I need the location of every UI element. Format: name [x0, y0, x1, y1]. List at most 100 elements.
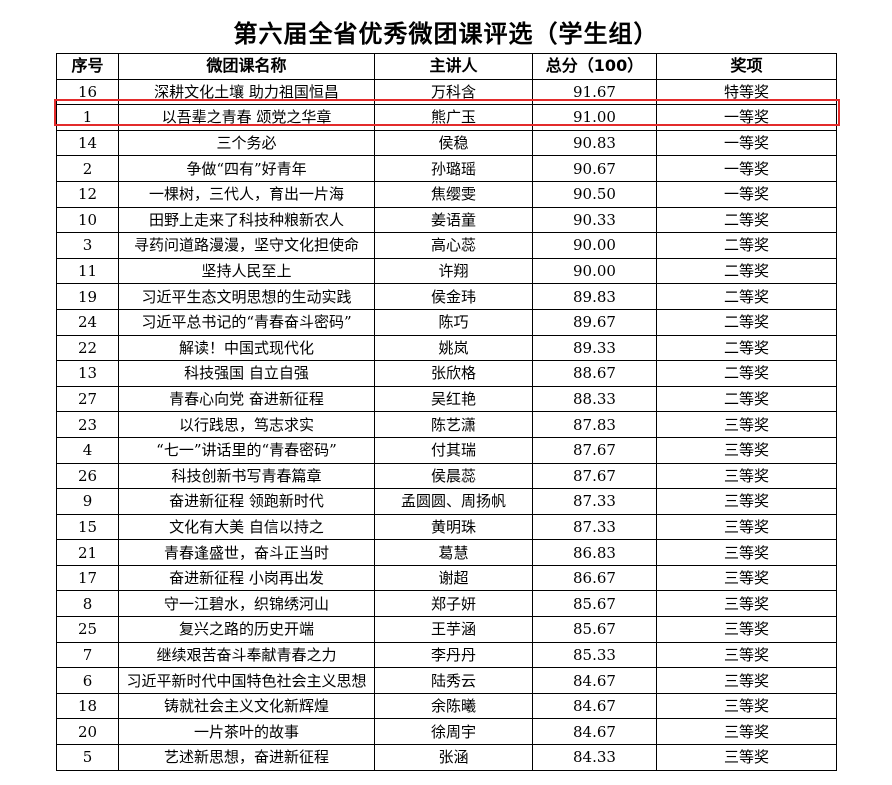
row-serial-number: 22 — [56, 334, 119, 362]
table-row: 15 文化有大美 自信以持之 黄明珠 87.33 三等奖 — [56, 513, 837, 541]
row-total-score: 84.33 — [532, 744, 657, 771]
row-award: 一等奖 — [656, 180, 837, 208]
table-row: 17 奋进新征程 小岗再出发 谢超 86.67 三等奖 — [56, 564, 837, 592]
header-serial-number: 序号 — [56, 53, 119, 80]
row-course-title: 继续艰苦奋斗奉献青春之力 — [118, 641, 375, 669]
row-total-score: 90.33 — [532, 206, 657, 234]
row-serial-number: 26 — [56, 462, 119, 490]
row-course-title: 习近平新时代中国特色社会主义思想 — [118, 667, 375, 694]
row-course-title: 争做“四有”好青年 — [118, 155, 375, 182]
row-serial-number: 14 — [56, 129, 119, 157]
row-total-score: 90.83 — [532, 129, 657, 157]
row-award: 三等奖 — [656, 462, 837, 490]
table-row: 25 复兴之路的历史开端 王芋涵 85.67 三等奖 — [56, 616, 837, 643]
row-award: 一等奖 — [656, 129, 837, 157]
row-course-title: 解读！中国式现代化 — [118, 334, 375, 362]
header-speaker: 主讲人 — [374, 53, 533, 80]
table-row: 10 田野上走来了科技种粮新农人 姜语童 90.33 二等奖 — [56, 206, 837, 234]
table-row: 22 解读！中国式现代化 姚岚 89.33 二等奖 — [56, 334, 837, 362]
row-award: 三等奖 — [656, 616, 837, 643]
row-total-score: 89.83 — [532, 283, 657, 310]
row-total-score: 85.67 — [532, 590, 657, 618]
row-serial-number: 9 — [56, 488, 119, 515]
row-course-title: 坚持人民至上 — [118, 257, 375, 285]
table-row: 6 习近平新时代中国特色社会主义思想 陆秀云 84.67 三等奖 — [56, 667, 837, 694]
table-row: 3 寻药问道路漫漫，坚守文化担使命 高心蕊 90.00 二等奖 — [56, 232, 837, 259]
row-speaker: 陈艺潇 — [374, 411, 533, 438]
row-serial-number: 25 — [56, 616, 119, 643]
row-total-score: 87.83 — [532, 411, 657, 438]
row-total-score: 86.67 — [532, 564, 657, 592]
row-serial-number: 24 — [56, 308, 119, 336]
row-serial-number: 20 — [56, 718, 119, 746]
row-speaker: 王芋涵 — [374, 616, 533, 643]
row-course-title: 文化有大美 自信以持之 — [118, 513, 375, 541]
row-course-title: 以行践思，笃志求实 — [118, 411, 375, 438]
row-serial-number: 23 — [56, 411, 119, 438]
row-course-title: 习近平生态文明思想的生动实践 — [118, 283, 375, 310]
row-serial-number: 5 — [56, 744, 119, 771]
row-total-score: 90.67 — [532, 155, 657, 182]
table-header-row: 序号 微团课名称 主讲人 总分（100） 奖项 — [56, 53, 837, 80]
row-award: 二等奖 — [656, 308, 837, 336]
row-total-score: 87.67 — [532, 436, 657, 464]
row-speaker: 侯晨蕊 — [374, 462, 533, 490]
row-total-score: 84.67 — [532, 692, 657, 720]
row-award: 二等奖 — [656, 257, 837, 285]
header-course-title: 微团课名称 — [118, 53, 375, 80]
row-speaker: 余陈曦 — [374, 692, 533, 720]
row-total-score: 88.33 — [532, 385, 657, 413]
row-speaker: 张涵 — [374, 744, 533, 771]
row-award: 三等奖 — [656, 744, 837, 771]
row-serial-number: 6 — [56, 667, 119, 694]
row-course-title: 习近平总书记的“青春奋斗密码” — [118, 308, 375, 336]
row-total-score: 87.67 — [532, 462, 657, 490]
row-serial-number: 17 — [56, 564, 119, 592]
row-speaker: 姚岚 — [374, 334, 533, 362]
row-award: 二等奖 — [656, 385, 837, 413]
row-speaker: 高心蕊 — [374, 232, 533, 259]
table-row: 2 争做“四有”好青年 孙璐瑶 90.67 一等奖 — [56, 155, 837, 182]
row-course-title: 复兴之路的历史开端 — [118, 616, 375, 643]
row-course-title: 科技创新书写青春篇章 — [118, 462, 375, 490]
row-award: 三等奖 — [656, 564, 837, 592]
table-row: 19 习近平生态文明思想的生动实践 侯金玮 89.83 二等奖 — [56, 283, 837, 310]
row-serial-number: 19 — [56, 283, 119, 310]
table-row-highlighted: 1 以吾辈之青春 颂党之华章 熊广玉 91.00 一等奖 — [56, 104, 837, 131]
table-row: 14 三个务必 侯稳 90.83 一等奖 — [56, 129, 837, 157]
row-speaker: 黄明珠 — [374, 513, 533, 541]
row-course-title: 三个务必 — [118, 129, 375, 157]
table-row: 16 深耕文化土壤 助力祖国恒昌 万科含 91.67 特等奖 — [56, 78, 837, 106]
row-total-score: 86.83 — [532, 539, 657, 566]
row-total-score: 87.33 — [532, 513, 657, 541]
row-course-title: 铸就社会主义文化新辉煌 — [118, 692, 375, 720]
row-course-title: 守一江碧水，织锦绣河山 — [118, 590, 375, 618]
row-award: 三等奖 — [656, 539, 837, 566]
row-total-score: 90.00 — [532, 257, 657, 285]
table-row: 8 守一江碧水，织锦绣河山 郑子妍 85.67 三等奖 — [56, 590, 837, 618]
row-serial-number: 21 — [56, 539, 119, 566]
table-row: 20 一片茶叶的故事 徐周宇 84.67 三等奖 — [56, 718, 837, 746]
row-award: 三等奖 — [656, 411, 837, 438]
row-serial-number: 7 — [56, 641, 119, 669]
table-row: 9 奋进新征程 领跑新时代 孟圆圆、周扬帆 87.33 三等奖 — [56, 488, 837, 515]
row-course-title: 寻药问道路漫漫，坚守文化担使命 — [118, 232, 375, 259]
row-award: 三等奖 — [656, 436, 837, 464]
row-course-title: 以吾辈之青春 颂党之华章 — [118, 104, 375, 131]
row-total-score: 84.67 — [532, 667, 657, 694]
row-serial-number: 18 — [56, 692, 119, 720]
row-speaker: 谢超 — [374, 564, 533, 592]
row-serial-number: 10 — [56, 206, 119, 234]
page-title: 第六届全省优秀微团课评选（学生组） — [233, 20, 659, 48]
row-speaker: 葛慧 — [374, 539, 533, 566]
row-total-score: 85.33 — [532, 641, 657, 669]
table-row: 12 一棵树，三代人，育出一片海 焦缨雯 90.50 一等奖 — [56, 180, 837, 208]
table-row: 27 青春心向党 奋进新征程 吴红艳 88.33 二等奖 — [56, 385, 837, 413]
row-serial-number: 2 — [56, 155, 119, 182]
row-speaker: 孙璐瑶 — [374, 155, 533, 182]
row-speaker: 万科含 — [374, 78, 533, 106]
row-serial-number: 1 — [56, 104, 119, 131]
row-course-title: 奋进新征程 小岗再出发 — [118, 564, 375, 592]
results-table: 序号 微团课名称 主讲人 总分（100） 奖项 16 深耕文化土壤 助力祖国恒昌万… — [56, 53, 837, 771]
row-speaker: 李丹丹 — [374, 641, 533, 669]
